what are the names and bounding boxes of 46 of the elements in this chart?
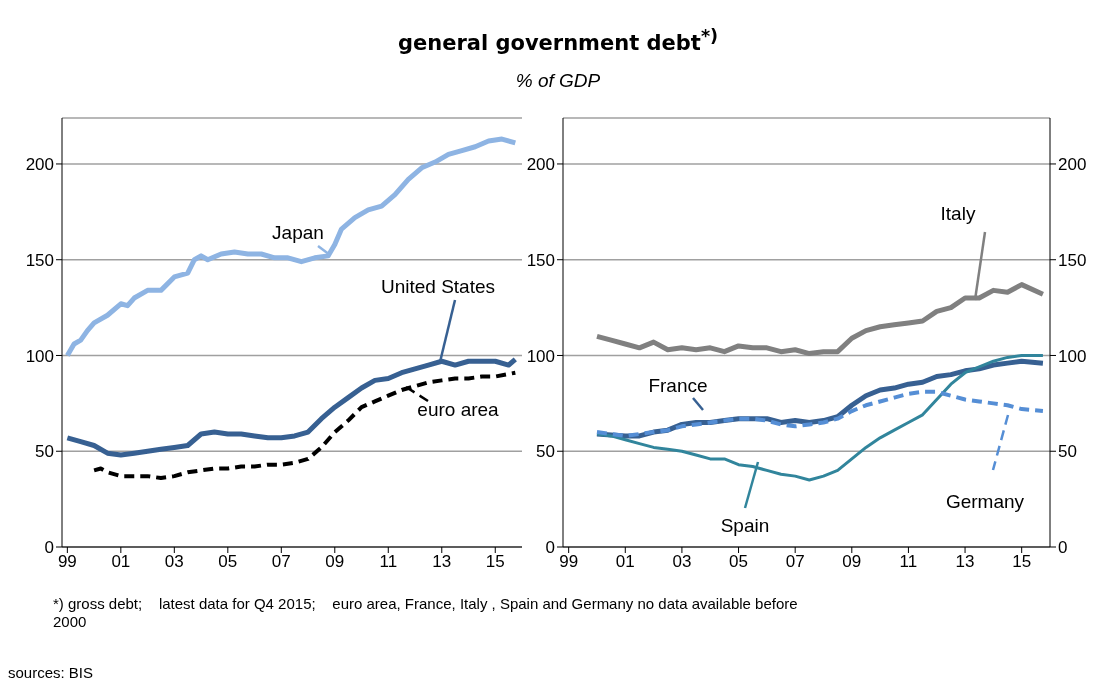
source-note: sources: BIS bbox=[8, 664, 95, 682]
chart-subtitle: % of GDP bbox=[514, 70, 602, 92]
x-tick-label: 15 bbox=[1012, 552, 1032, 572]
y-tick-label: 100 bbox=[526, 346, 555, 366]
text: Germany bbox=[945, 491, 1025, 513]
x-tick-label: 03 bbox=[672, 552, 692, 572]
series-label: France bbox=[648, 375, 708, 397]
y-tick-label: 150 bbox=[25, 250, 54, 270]
y2-tick-label: 0 bbox=[1058, 538, 1068, 558]
y2-tick-label: 50 bbox=[1058, 442, 1077, 462]
x-tick-label: 13 bbox=[432, 552, 452, 572]
x-tick-label: 01 bbox=[111, 552, 131, 572]
line-series bbox=[595, 353, 1045, 482]
y-tick-label: 200 bbox=[25, 155, 54, 174]
text: Italy bbox=[940, 203, 976, 225]
x-tick-label: 09 bbox=[842, 552, 862, 572]
line-series bbox=[92, 370, 518, 481]
x-tick-label: 11 bbox=[379, 552, 398, 572]
x-tick-label: 09 bbox=[325, 552, 345, 572]
x-tick-label: 11 bbox=[899, 552, 918, 572]
x-tick-label: 05 bbox=[218, 552, 238, 572]
y-tick-label: 50 bbox=[536, 442, 555, 462]
y2-tick-label: 200 bbox=[1058, 155, 1087, 174]
y-tick-label: 150 bbox=[526, 250, 555, 270]
x-tick-label: 05 bbox=[729, 552, 749, 572]
x-tick-label: 07 bbox=[271, 552, 291, 572]
x-tick-label: 15 bbox=[485, 552, 505, 572]
y-tick-label: 200 bbox=[526, 155, 555, 174]
x-tick-label: 01 bbox=[615, 552, 635, 572]
x-tick-label: 99 bbox=[57, 552, 77, 572]
legend-label: euro area bbox=[417, 399, 500, 421]
x-tick-label: 99 bbox=[559, 552, 579, 572]
series-label: Japan bbox=[272, 222, 324, 244]
y-tick-label: 0 bbox=[44, 538, 54, 558]
y2-tick-label: 100 bbox=[1058, 346, 1087, 366]
y2-tick-label: 150 bbox=[1058, 250, 1087, 270]
y-tick-label: 100 bbox=[25, 346, 54, 366]
text: United States bbox=[380, 276, 496, 298]
x-tick-label: 03 bbox=[164, 552, 184, 572]
text: *) gross debt; latest data for Q4 2015; euro area, France, Italy , Spain and Germany no data available before 2000 bbox=[53, 595, 798, 631]
chart-title: general government debt$^{*)}$ bbox=[396, 26, 720, 55]
y-tick-label: 0 bbox=[545, 538, 555, 558]
text: Spain bbox=[720, 515, 770, 537]
x-tick-label: 13 bbox=[955, 552, 975, 572]
y-tick-label: 50 bbox=[35, 442, 54, 462]
x-tick-label: 07 bbox=[785, 552, 805, 572]
